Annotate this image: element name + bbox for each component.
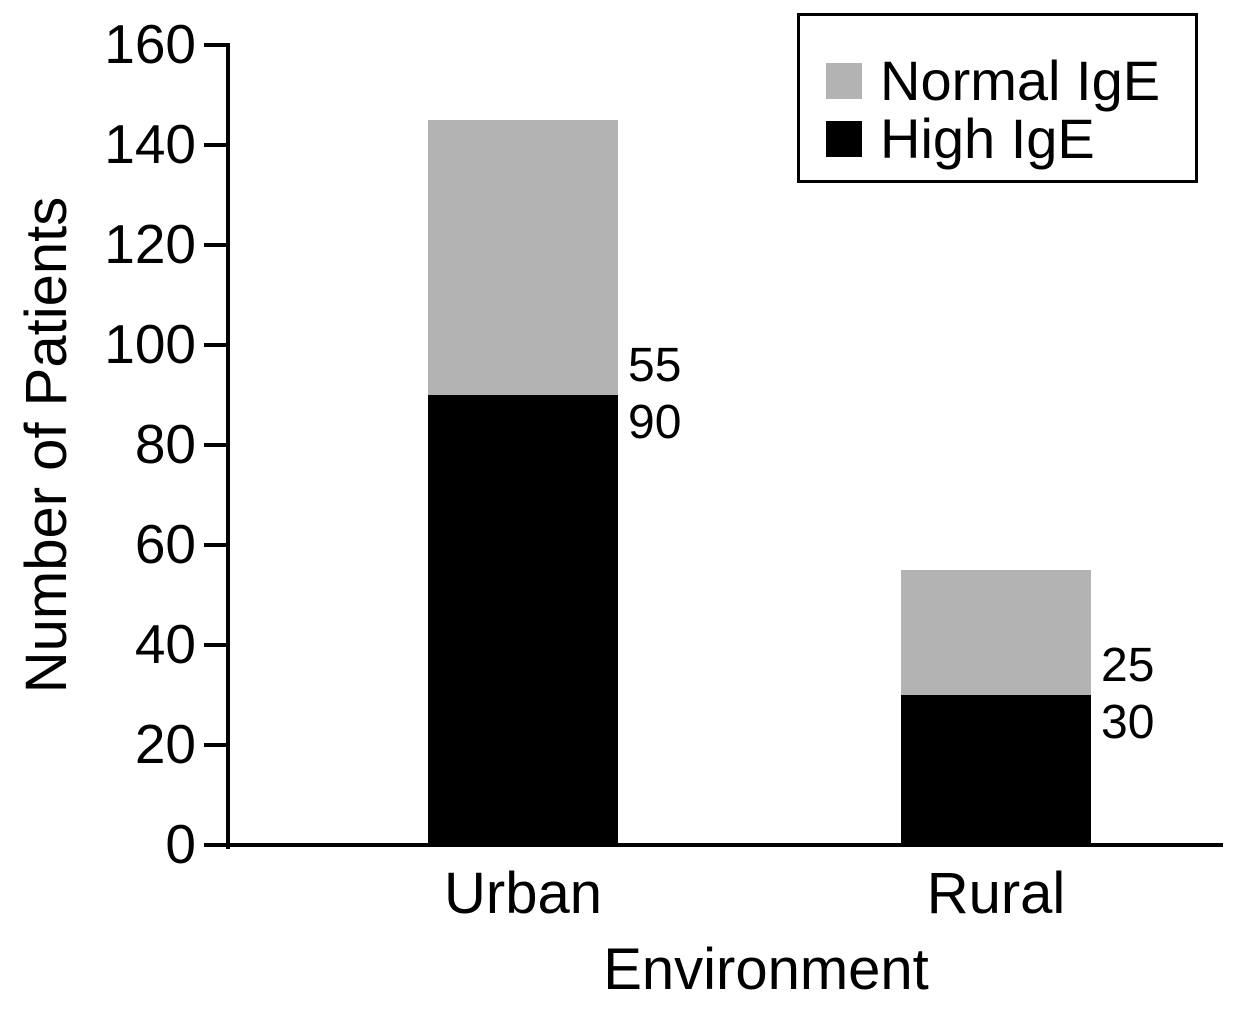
bar-segment-high-ige-rural	[901, 695, 1091, 845]
y-axis-tick	[204, 343, 226, 347]
y-axis-tick-label: 0	[165, 813, 196, 875]
legend-item-high-ige: High IgE	[826, 110, 1185, 168]
y-axis-tick-label: 120	[104, 213, 196, 275]
value-label-normal-ige-urban: 55	[628, 339, 682, 392]
y-axis-line	[226, 43, 230, 849]
y-axis-tick	[204, 143, 226, 147]
y-axis-tick-label: 60	[134, 513, 196, 575]
y-axis-tick	[204, 243, 226, 247]
x-axis-category-label-rural: Rural	[926, 861, 1066, 926]
y-axis-tick	[204, 443, 226, 447]
y-axis-tick	[204, 43, 226, 47]
bar-segment-high-ige-urban	[428, 395, 618, 845]
x-axis-title: Environment	[603, 937, 929, 1002]
y-axis-tick	[204, 843, 226, 847]
legend-item-normal-ige: Normal IgE	[826, 52, 1185, 110]
y-axis-tick-label: 20	[134, 713, 196, 775]
bar-segment-normal-ige-rural	[901, 570, 1091, 695]
legend-swatch-icon	[826, 63, 862, 99]
x-axis-line	[226, 843, 1223, 847]
value-label-high-ige-urban: 90	[628, 396, 682, 449]
y-axis-tick-label: 160	[104, 13, 196, 75]
y-axis-tick	[204, 543, 226, 547]
y-axis-tick	[204, 743, 226, 747]
bar-segment-normal-ige-urban	[428, 120, 618, 395]
legend-label: High IgE	[880, 107, 1095, 170]
y-axis-tick-label: 40	[134, 613, 196, 675]
legend-label: Normal IgE	[880, 49, 1161, 112]
y-axis-title: Number of Patients	[14, 196, 79, 694]
value-label-normal-ige-rural: 25	[1101, 639, 1155, 692]
y-axis-tick-label: 80	[134, 413, 196, 475]
legend-swatch-icon	[826, 121, 862, 157]
y-axis-tick	[204, 643, 226, 647]
y-axis-tick-label: 140	[104, 113, 196, 175]
y-axis-tick-label: 100	[104, 313, 196, 375]
legend: Normal IgE High IgE	[797, 13, 1198, 183]
value-label-high-ige-rural: 30	[1101, 696, 1155, 749]
x-axis-category-label-urban: Urban	[444, 861, 602, 926]
